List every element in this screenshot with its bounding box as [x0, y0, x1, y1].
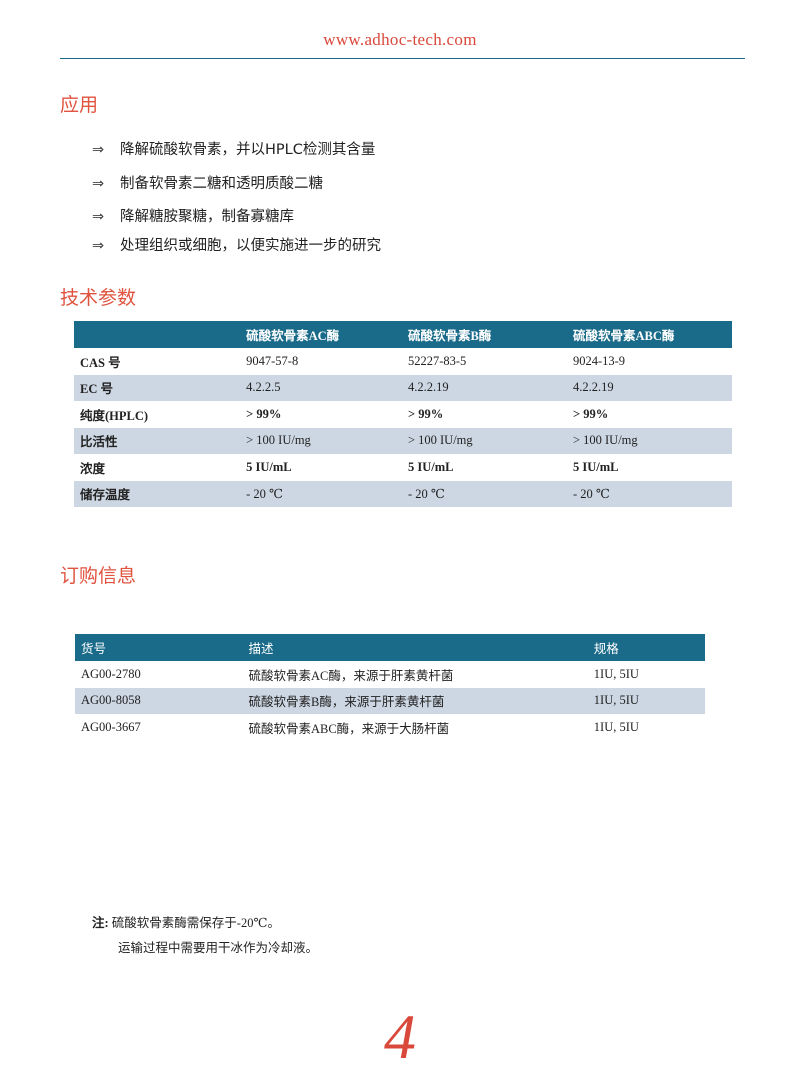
- ordering-table: 货号 描述 规格 AG00-2780 硫酸软骨素AC酶，来源于肝素黄杆菌 1IU, 5IU…: [75, 634, 705, 741]
- row-label: 纯度(HPLC): [80, 408, 149, 423]
- application-item: ⇒ 制备软骨素二糖和透明质酸二糖: [92, 172, 323, 193]
- row-label: 浓度: [80, 461, 106, 476]
- column-header: 硫酸软骨素AC酶: [240, 321, 402, 348]
- header-divider: [60, 58, 745, 59]
- table-cell: 硫酸软骨素B酶，来源于肝素黄杆菌: [242, 687, 588, 714]
- double-arrow-right-icon: ⇒: [92, 142, 105, 158]
- table-cell: > 99%: [407, 406, 444, 421]
- column-header: 货号: [75, 634, 243, 661]
- row-label: 比活性: [74, 427, 241, 454]
- table-row: AG00-8058 硫酸软骨素B酶，来源于肝素黄杆菌 1IU, 5IU: [75, 687, 705, 714]
- column-header: 描述: [242, 634, 588, 661]
- application-item: ⇒ 处理组织或细胞，以便实施进一步的研究: [92, 234, 381, 255]
- column-header: 规格: [587, 634, 705, 661]
- table-cell: > 100 IU/mg: [240, 427, 402, 454]
- table-cell: - 20 ℃: [401, 480, 567, 507]
- double-arrow-right-icon: ⇒: [92, 176, 105, 192]
- row-label: 储存温度: [74, 480, 241, 507]
- table-cell: 1IU, 5IU: [593, 666, 639, 681]
- table-row: AG00-2780 硫酸软骨素AC酶，来源于肝素黄杆菌 1IU, 5IU: [75, 661, 705, 688]
- section-title-ordering: 订购信息: [60, 565, 137, 587]
- table-row: CAS 号 9047-57-8 52227-83-5 9024-13-9: [74, 348, 732, 375]
- website-url[interactable]: www.adhoc-tech.com: [323, 30, 477, 49]
- application-item-text: 制备软骨素二糖和透明质酸二糖: [120, 176, 323, 192]
- double-arrow-right-icon: ⇒: [92, 238, 105, 254]
- double-arrow-right-icon: ⇒: [92, 209, 105, 225]
- table-cell: 9047-57-8: [246, 353, 299, 368]
- application-item-text: 处理组织或细胞，以便实施进一步的研究: [120, 238, 381, 254]
- table-cell: 5 IU/mL: [407, 459, 454, 474]
- column-header: 硫酸软骨素ABC酶: [566, 321, 732, 348]
- table-cell: 硫酸软骨素ABC酶，来源于大肠杆菌: [248, 721, 450, 736]
- table-row: AG00-3667 硫酸软骨素ABC酶，来源于大肠杆菌 1IU, 5IU: [75, 714, 705, 741]
- table-header-row: 硫酸软骨素AC酶 硫酸软骨素B酶 硫酸软骨素ABC酶: [74, 321, 732, 348]
- table-row: 储存温度 - 20 ℃ - 20 ℃ - 20 ℃: [74, 480, 732, 507]
- table-cell: 1IU, 5IU: [593, 719, 639, 734]
- table-row: 纯度(HPLC) > 99% > 99% > 99%: [74, 401, 732, 428]
- column-header: 硫酸软骨素B酶: [401, 321, 567, 348]
- table-cell: 5 IU/mL: [572, 459, 619, 474]
- note-label: 注:: [92, 916, 109, 930]
- table-cell: 硫酸软骨素AC酶，来源于肝素黄杆菌: [248, 668, 454, 683]
- table-cell: AG00-8058: [75, 687, 243, 714]
- table-cell: 1IU, 5IU: [587, 687, 705, 714]
- table-row: 比活性 > 100 IU/mg > 100 IU/mg > 100 IU/mg: [74, 427, 732, 454]
- table-cell: - 20 ℃: [566, 480, 732, 507]
- section-title-application: 应用: [60, 94, 99, 116]
- application-item: ⇒ 降解糖胺聚糖，制备寡糖库: [92, 205, 294, 226]
- table-cell: 9024-13-9: [572, 353, 626, 368]
- table-header-row: 货号 描述 规格: [75, 634, 705, 661]
- section-title-specs: 技术参数: [60, 287, 137, 309]
- table-cell: > 100 IU/mg: [566, 427, 732, 454]
- table-cell: - 20 ℃: [240, 480, 402, 507]
- table-cell: > 99%: [246, 406, 282, 421]
- table-cell: 4.2.2.19: [401, 374, 567, 401]
- table-cell: > 99%: [572, 406, 609, 421]
- page-number: 4: [384, 1001, 416, 1072]
- table-cell: AG00-2780: [81, 666, 141, 681]
- table-row: 浓度 5 IU/mL 5 IU/mL 5 IU/mL: [74, 454, 732, 481]
- note-line-2: 运输过程中需要用干冰作为冷却液。: [118, 941, 319, 955]
- table-cell: 5 IU/mL: [246, 459, 292, 474]
- specs-table: 硫酸软骨素AC酶 硫酸软骨素B酶 硫酸软骨素ABC酶 CAS 号 9047-57-8 52…: [74, 321, 732, 507]
- row-label: EC 号: [74, 374, 241, 401]
- note-line-1: 注: 硫酸软骨素酶需保存于-20℃。: [92, 912, 280, 931]
- table-cell: 4.2.2.5: [240, 374, 402, 401]
- application-item-text: 降解糖胺聚糖，制备寡糖库: [120, 209, 294, 225]
- table-cell: > 100 IU/mg: [401, 427, 567, 454]
- note-text-1: 硫酸软骨素酶需保存于-20℃。: [111, 916, 280, 930]
- row-label: CAS 号: [80, 355, 121, 370]
- column-header: [74, 321, 241, 348]
- table-cell: 4.2.2.19: [566, 374, 732, 401]
- application-item-text: 降解硫酸软骨素，并以HPLC检测其含量: [120, 142, 376, 158]
- table-row: EC 号 4.2.2.5 4.2.2.19 4.2.2.19: [74, 374, 732, 401]
- table-cell: 52227-83-5: [407, 353, 467, 368]
- table-cell: AG00-3667: [81, 719, 141, 734]
- application-item: ⇒ 降解硫酸软骨素，并以HPLC检测其含量: [92, 138, 375, 159]
